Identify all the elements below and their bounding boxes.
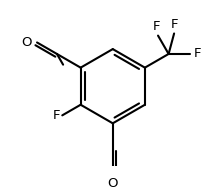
Text: O: O	[107, 177, 118, 190]
Text: F: F	[171, 18, 179, 31]
Text: F: F	[153, 21, 160, 33]
Text: F: F	[53, 109, 61, 122]
Text: F: F	[194, 48, 201, 60]
Text: O: O	[21, 36, 32, 48]
